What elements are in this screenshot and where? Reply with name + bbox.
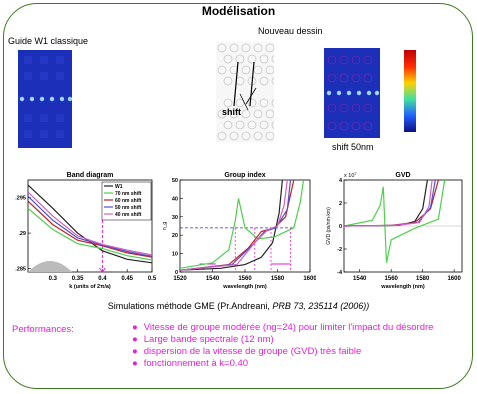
x-tick-label: 0.45 (121, 276, 133, 282)
y-tick-label: .29 (18, 231, 26, 237)
y-tick-label: .285 (15, 266, 26, 272)
x-tick-label: 1600 (447, 276, 461, 282)
y-tick-label: -4 (337, 270, 343, 276)
y-axis-label: GVD (ps/nm·km) (326, 207, 332, 245)
shifted-field-map (324, 48, 380, 138)
colorbar (404, 50, 416, 132)
performances-list: Vitesse de groupe modérée (ng=24) pour l… (132, 322, 434, 370)
legend-entry: 50 nm shift (115, 205, 142, 211)
slide-frame (3, 3, 473, 389)
x-tick-label: 1580 (416, 276, 430, 282)
legend-entry: 70 nm shift (115, 191, 142, 197)
chart-title: Group index (224, 172, 265, 179)
shift-label: shift (222, 107, 241, 117)
simulation-reference: PRB 73, 235114 (2006)) (272, 301, 370, 311)
performances-label: Performances: (12, 324, 74, 335)
performance-item: Vitesse de groupe modérée (ng=24) pour l… (132, 322, 434, 334)
legend-entry: W1 (115, 184, 123, 190)
x-tick-label: 0.3 (49, 276, 58, 282)
performance-item: Large bande spectrale (12 nm) (132, 334, 433, 346)
simulation-caption: Simulations méthode GME (Pr.Andreani, PR… (0, 301, 477, 311)
k-marker-arrow (99, 267, 106, 273)
series-line (28, 195, 152, 257)
x-tick-label: 0.35 (72, 276, 84, 282)
y-tick-label: 4 (339, 178, 343, 184)
group-index-chart: Group index 1520 1540 1560 1580 1600 0 10 20 30 40… (162, 172, 316, 290)
performance-item: fonctionnement à k=0.40 (132, 358, 433, 370)
series-line (180, 180, 288, 271)
series-line (28, 191, 152, 256)
light-cone (28, 261, 72, 272)
new-design-label: Nouveau dessin (258, 26, 323, 36)
series-line (344, 180, 446, 263)
y-tick-label: 50 (172, 178, 178, 184)
y-tick-label: 20 (172, 233, 178, 239)
y-tick-label: 0 (339, 224, 342, 230)
w1-field-map (18, 50, 72, 148)
x-axis-label: wavelength (nm) (222, 284, 267, 290)
series-line (28, 207, 152, 261)
x-tick-label: 1540 (353, 276, 367, 282)
y-tick-label: 2 (339, 201, 342, 207)
x-tick-label: 1600 (303, 276, 316, 282)
band-diagram-chart: Band diagram 0.3 0.35 0.4 0.45 0.5 .295 .29 .285… (15, 172, 156, 290)
y-tick-label: 40 (172, 196, 178, 202)
performance-item: dispersion de la vitesse de groupe (GVD)… (132, 346, 433, 358)
chart-title: GVD (395, 172, 410, 179)
x-tick-label: 0.5 (148, 276, 156, 282)
series-line (180, 180, 305, 269)
simulation-prefix: Simulations méthode GME (Pr.Andreani, (107, 301, 273, 311)
y-tick-label: 0 (175, 270, 178, 276)
legend-entry: 40 nm shift (115, 212, 142, 218)
y-tick-label: .295 (15, 196, 26, 202)
x-tick-label: 1560 (385, 276, 399, 282)
y-axis-label: n_g (162, 222, 168, 231)
x-axis-label: k (units of 2π/a) (69, 284, 111, 290)
x-tick-label: 1520 (173, 276, 187, 282)
x-tick-label: 1540 (206, 276, 220, 282)
chart-title: Band diagram (67, 172, 114, 179)
y-tick-label: 10 (172, 252, 178, 258)
x-tick-label: 1580 (271, 276, 285, 282)
guide-label: Guide W1 classique (8, 36, 89, 46)
y-tick-label: 30 (172, 215, 178, 221)
y-tick-label: -2 (337, 247, 342, 253)
series-line (180, 180, 283, 271)
series-line (344, 180, 433, 227)
x-axis-label: wavelength (nm) (380, 284, 425, 290)
lattice-drawing (216, 42, 274, 142)
y-exponent-label: x 107 (344, 171, 357, 179)
slide-title: Modélisation (201, 4, 276, 18)
x-tick-label: 0.4 (98, 276, 107, 282)
shift50-label: shift 50nm (332, 142, 374, 152)
legend-entry: 60 nm shift (115, 198, 142, 204)
x-tick-label: 1560 (238, 276, 252, 282)
series-line (28, 200, 152, 258)
gvd-chart: GVD 1540 1560 1580 1600 4 2 0 -2 -4 wavelength (nm… (326, 171, 463, 290)
